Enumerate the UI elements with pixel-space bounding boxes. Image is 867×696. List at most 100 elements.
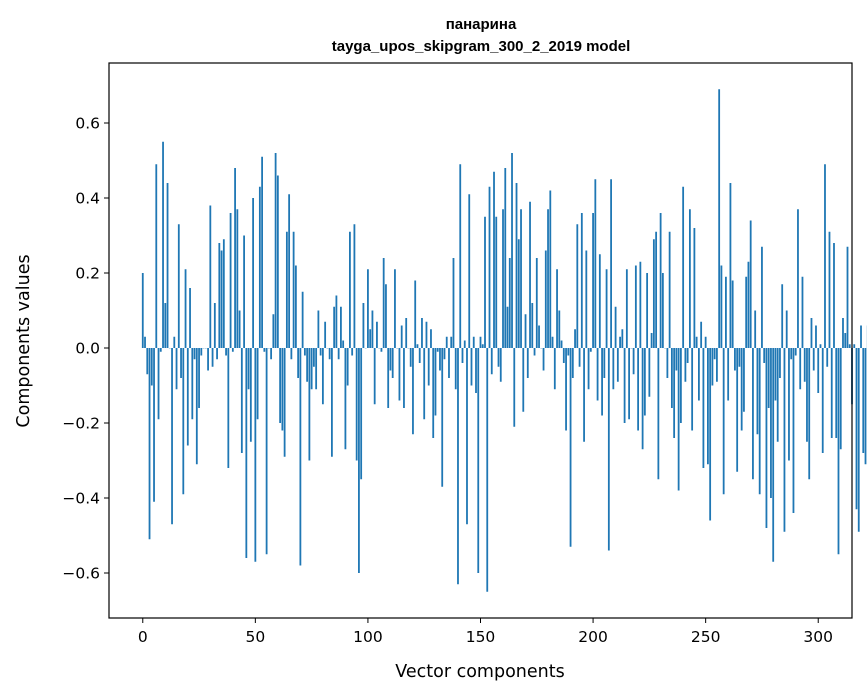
bar-204 <box>601 348 603 416</box>
bar-41 <box>234 168 236 348</box>
bar-98 <box>362 303 365 348</box>
bar-138 <box>452 258 455 348</box>
bar-88 <box>340 306 342 348</box>
bar-160 <box>502 209 504 348</box>
bar-0 <box>141 273 144 348</box>
bar-139 <box>454 348 457 390</box>
bar-290 <box>794 348 797 356</box>
bar-289 <box>792 348 795 513</box>
bar-114 <box>398 348 401 401</box>
y-tick-label: 0.0 <box>75 340 100 358</box>
bar-307 <box>833 243 835 348</box>
bar-266 <box>740 348 743 431</box>
bar-265 <box>738 348 741 367</box>
bar-122 <box>416 344 419 348</box>
x-tick-label: 200 <box>578 628 608 646</box>
bar-188 <box>565 348 567 431</box>
bar-174 <box>533 348 536 356</box>
bar-15 <box>175 348 178 390</box>
bar-199 <box>589 348 592 352</box>
bar-70 <box>299 348 302 566</box>
bar-168 <box>520 209 522 348</box>
bar-22 <box>191 348 194 420</box>
bar-296 <box>808 348 811 480</box>
bar-142 <box>461 348 464 363</box>
bar-248 <box>700 321 703 348</box>
bar-208 <box>610 179 612 348</box>
x-tick-label: 150 <box>466 628 496 646</box>
bar-294 <box>803 348 806 382</box>
bar-31 <box>211 348 214 367</box>
bar-93 <box>351 348 354 356</box>
bars-group <box>141 89 867 592</box>
bar-318 <box>857 348 860 532</box>
bar-48 <box>249 348 252 442</box>
bar-136 <box>448 348 450 378</box>
bar-140 <box>457 348 459 585</box>
bar-104 <box>376 321 378 348</box>
bar-145 <box>468 194 471 348</box>
bar-162 <box>506 306 509 348</box>
bar-13 <box>171 348 173 525</box>
bar-219 <box>634 265 637 348</box>
bar-3 <box>148 348 151 540</box>
bar-25 <box>198 348 200 408</box>
bar-286 <box>785 310 788 348</box>
y-tick-label: 0.4 <box>75 190 100 208</box>
bar-57 <box>270 348 273 360</box>
bar-198 <box>587 348 590 390</box>
bar-83 <box>328 348 331 360</box>
bar-146 <box>470 348 473 386</box>
bar-42 <box>236 209 239 348</box>
bar-239 <box>679 348 682 423</box>
bar-246 <box>695 336 698 348</box>
bar-120 <box>412 348 414 435</box>
bar-299 <box>815 325 817 348</box>
bar-23 <box>193 348 196 360</box>
bar-24 <box>195 348 198 465</box>
bar-207 <box>607 348 610 551</box>
bar-245 <box>693 228 696 348</box>
bar-34 <box>218 243 221 348</box>
bar-115 <box>400 325 403 348</box>
bar-94 <box>353 224 356 348</box>
bar-184 <box>556 269 558 348</box>
bar-167 <box>517 239 520 348</box>
bar-240 <box>682 186 685 348</box>
bar-87 <box>337 348 340 360</box>
bar-95 <box>355 348 358 461</box>
bar-129 <box>432 348 435 438</box>
bar-102 <box>371 310 374 348</box>
bar-89 <box>342 340 345 348</box>
bar-298 <box>812 348 815 371</box>
bar-157 <box>495 216 498 348</box>
bar-79 <box>319 348 322 356</box>
bar-35 <box>220 250 223 348</box>
bar-321 <box>864 348 867 465</box>
bar-251 <box>707 348 709 465</box>
bar-224 <box>646 273 649 348</box>
bar-247 <box>698 348 700 401</box>
bar-128 <box>430 329 432 348</box>
bar-45 <box>243 235 245 348</box>
bar-288 <box>790 348 793 360</box>
bar-268 <box>745 276 748 348</box>
bar-85 <box>333 306 336 348</box>
bar-60 <box>276 175 279 348</box>
bar-16 <box>177 224 180 348</box>
bar-273 <box>756 348 759 435</box>
bar-202 <box>596 348 599 401</box>
bar-258 <box>722 348 725 495</box>
bar-107 <box>382 258 385 348</box>
x-tick-label: 0 <box>138 628 148 646</box>
bar-179 <box>544 250 547 348</box>
x-axis: 0 50 100 150 200 250 300 <box>138 618 833 646</box>
bar-228 <box>655 231 658 348</box>
bar-238 <box>677 348 680 491</box>
bar-14 <box>173 336 176 348</box>
bar-206 <box>605 269 608 348</box>
bar-194 <box>578 348 581 367</box>
bar-209 <box>612 348 615 390</box>
bar-81 <box>324 321 327 348</box>
bar-123 <box>418 348 421 363</box>
